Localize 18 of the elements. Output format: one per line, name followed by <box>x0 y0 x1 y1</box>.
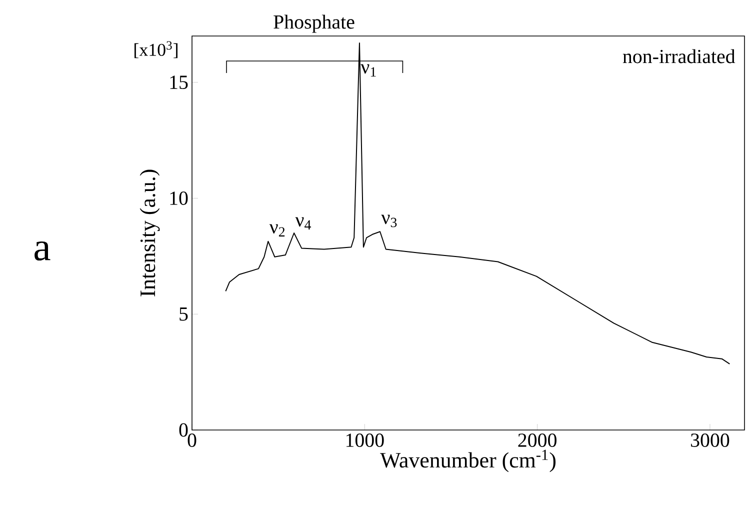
y-axis-title: Intensity (a.u.) <box>140 170 160 296</box>
x-tick-label: 0 <box>188 434 196 447</box>
x-axis-title: Wavenumber (cm$^{-1}$) <box>380 450 556 472</box>
annotation: ν$_{3}$ <box>381 214 397 228</box>
x-tick-label: 3000 <box>691 434 730 447</box>
text: a <box>34 241 50 261</box>
y-tick-label: 0 <box>179 423 188 437</box>
y-tick-label: 15 <box>170 76 188 90</box>
annotation: ν$_{1}$ <box>360 64 376 77</box>
y-tick-label: 5 <box>180 307 188 321</box>
text: [x10$^{3}$] <box>134 41 178 58</box>
x-tick-label: 2000 <box>518 434 556 447</box>
annotation: ν$_{2}$ <box>269 224 285 236</box>
x-tick-label: 1000 <box>346 434 384 447</box>
y-tick-label: 10 <box>170 192 188 205</box>
text: Phosphate <box>274 14 354 33</box>
annotation: non-irradiated <box>622 49 736 64</box>
annotation: ν$_{4}$ <box>295 217 312 230</box>
